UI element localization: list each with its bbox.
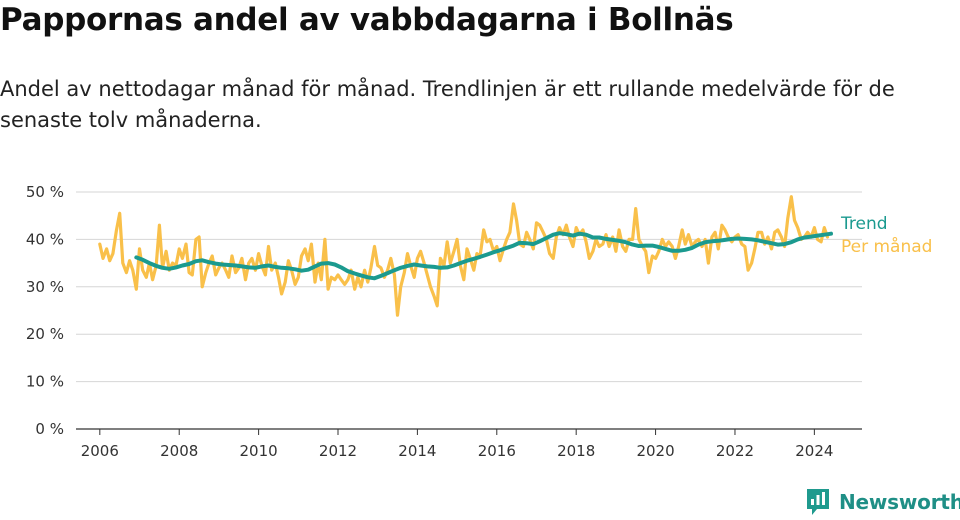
x-tick-label: 2012 [319, 442, 357, 460]
y-axis-tick-labels: 0 % 10 % 20 % 30 % 40 % 50 % [26, 183, 64, 438]
legend-label-trend: Trend [840, 214, 888, 234]
legend-label-per-manad: Per månad [841, 236, 932, 257]
series-layer [98, 195, 833, 317]
x-tick-label: 2018 [557, 442, 595, 460]
x-tick-label: 2016 [478, 442, 516, 460]
newsworthy-logo-text: Newsworthy [839, 490, 960, 514]
x-tick-label: 2014 [398, 442, 436, 460]
y-tick-label: 50 % [26, 183, 64, 201]
newsworthy-logo: Newsworthy [805, 487, 960, 517]
x-tick-label: 2022 [716, 442, 754, 460]
newsworthy-logo-icon [807, 489, 829, 515]
y-gridlines [76, 191, 862, 383]
x-tick-label: 2024 [795, 442, 833, 460]
x-axis: 2006 2008 2010 2012 2014 2016 2018 2020 2022 2024 [76, 428, 862, 460]
chart-title: Pappornas andel av vabbdagarna i Bollnäs [0, 2, 734, 38]
y-tick-label: 30 % [26, 278, 64, 296]
monthly-line [98, 195, 830, 317]
x-tick-label: 2006 [81, 442, 119, 460]
y-tick-label: 40 % [26, 230, 64, 248]
y-tick-label: 0 % [35, 420, 64, 438]
x-tick-label: 2020 [636, 442, 674, 460]
trend-line [134, 231, 833, 281]
chart-subtitle: Andel av nettodagar månad för månad. Tre… [0, 77, 895, 132]
x-tick-label: 2010 [240, 442, 278, 460]
y-tick-label: 10 % [26, 373, 64, 391]
y-tick-label: 20 % [26, 325, 64, 343]
x-tick-label: 2008 [160, 442, 198, 460]
